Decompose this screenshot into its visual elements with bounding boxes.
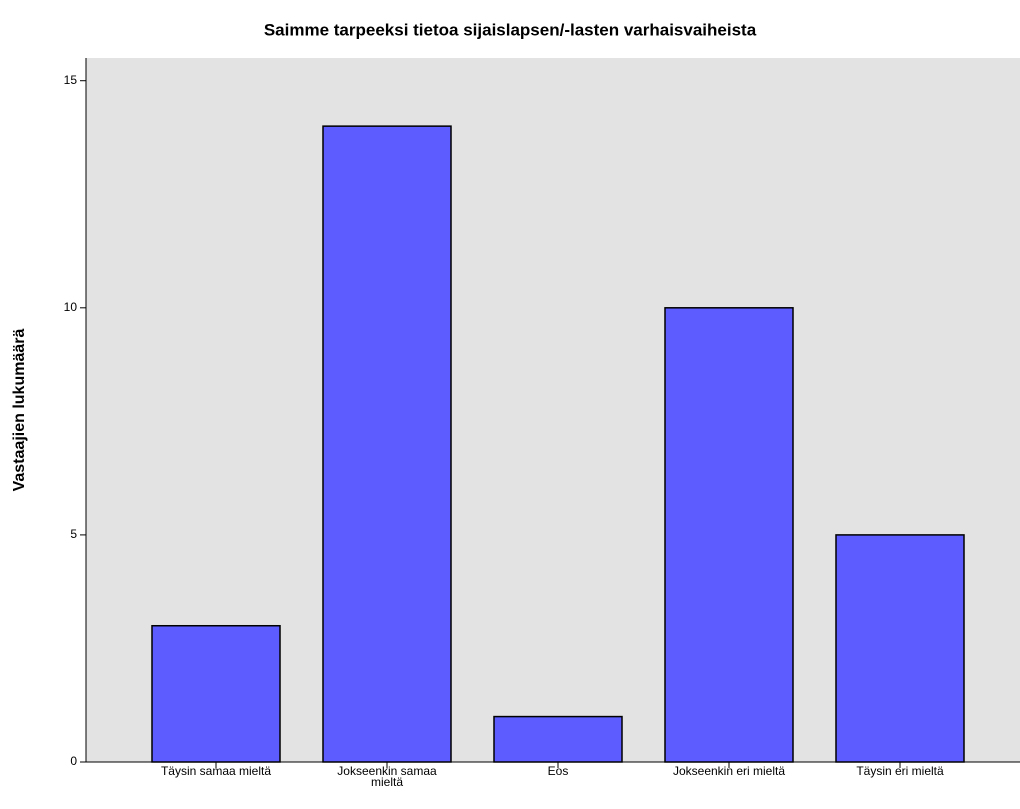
x-tick-label: Jokseenkin eri mieltä (672, 764, 786, 778)
x-tick-label: Eos (547, 764, 569, 778)
chart-title: Saimme tarpeeksi tietoa sijaislapsen/-la… (264, 20, 757, 39)
bar (664, 307, 794, 763)
y-tick-label: 5 (70, 527, 77, 541)
y-tick-label: 0 (70, 754, 77, 768)
y-axis-label: Vastaajien lukumäärä (11, 329, 28, 492)
x-tick-label: Täysin samaa mieltä (160, 764, 272, 778)
x-tick-label: Jokseenkin samaa mieltä (337, 764, 437, 789)
bar (493, 715, 623, 763)
y-tick-label: 10 (64, 300, 78, 314)
y-tick-label: 15 (64, 73, 78, 87)
bar (322, 125, 452, 763)
bar (151, 624, 281, 763)
x-tick-label: Täysin eri mieltä (856, 764, 944, 778)
bar (835, 534, 965, 763)
